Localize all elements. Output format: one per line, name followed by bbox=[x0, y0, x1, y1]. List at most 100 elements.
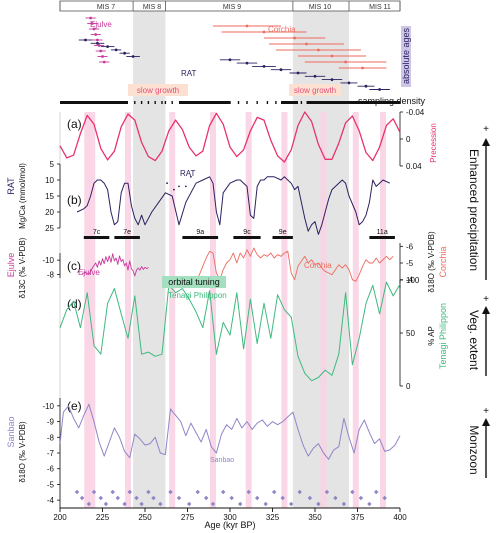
sanbao-axis-ticklabel-0: -4 bbox=[47, 496, 55, 505]
rat-age-6 bbox=[228, 58, 232, 62]
sanbao-date-27 bbox=[272, 489, 277, 495]
tenagi-axis-label: Tenagi Philippon bbox=[438, 303, 448, 369]
ejulve-age-4 bbox=[96, 38, 99, 42]
sanbao-date-32 bbox=[316, 501, 321, 507]
sampling-dot-12 bbox=[275, 101, 277, 104]
rat-axis-label: RAT bbox=[6, 177, 16, 195]
sanbao-date-17 bbox=[187, 501, 192, 507]
sanbao-date-39 bbox=[374, 489, 379, 495]
corchia-axis-ticklabel-2: -6 bbox=[406, 242, 414, 251]
rat-age-9 bbox=[279, 68, 283, 72]
sampling-dense-1 bbox=[179, 101, 230, 104]
corchia-inline-label: Corchia bbox=[304, 261, 332, 270]
sampling-dot-3 bbox=[154, 101, 156, 104]
rat-age-14 bbox=[364, 84, 368, 88]
sanbao-date-38 bbox=[367, 501, 372, 507]
sanbao-axis-ticklabel-4: -8 bbox=[47, 433, 55, 442]
tenagi-inline-label: Tenagi Philippon bbox=[168, 291, 227, 300]
sanbao-date-26 bbox=[263, 501, 268, 507]
x-axis: 200 225 250 275 300 325 350 375 400 bbox=[53, 112, 407, 522]
arrowhead-monzoon bbox=[482, 418, 490, 426]
sampling-dot-7 bbox=[229, 101, 231, 104]
sanbao-date-20 bbox=[210, 501, 216, 507]
panel-c-label: (c) bbox=[67, 259, 81, 273]
sanbao-date-35 bbox=[341, 501, 347, 507]
monzoon-label: Monzoon bbox=[467, 425, 481, 474]
insolation-band-1 bbox=[89, 112, 96, 508]
sanbao-date-22 bbox=[229, 495, 234, 501]
corchia-axis-ticklabel-1: -5 bbox=[406, 259, 414, 268]
sanbao-date-8 bbox=[122, 501, 127, 507]
ejulve-d13c-line bbox=[81, 253, 149, 277]
corchia-age-1 bbox=[262, 30, 266, 34]
rat-inline-label: RAT bbox=[180, 169, 196, 178]
rat-age-1 bbox=[96, 41, 99, 45]
insolation-band-4 bbox=[210, 112, 216, 508]
rat-mgca-line bbox=[76, 176, 391, 235]
x-ticklabel-8: 400 bbox=[393, 513, 407, 522]
rat-age-0 bbox=[84, 38, 87, 42]
mis-10-label: MIS 10 bbox=[309, 4, 331, 11]
sanbao-date-16 bbox=[176, 495, 182, 501]
sanbao-axis-ticklabel-1: -5 bbox=[47, 480, 55, 489]
slow-growth-box-2 bbox=[289, 84, 341, 96]
x-ticklabel-7: 375 bbox=[351, 513, 365, 522]
mgca-axis-ticklabel-0: 5 bbox=[50, 160, 55, 169]
mgca-axis-ticklabel-4: 25 bbox=[45, 224, 54, 233]
sampling-dot-11 bbox=[266, 101, 269, 104]
x-axis-label: Age (kyr BP) bbox=[204, 520, 255, 530]
ejulve-age-6 bbox=[99, 49, 103, 53]
rat-age-2 bbox=[106, 45, 109, 48]
precession-axis-ticklabel-1: 0 bbox=[406, 135, 411, 144]
sampling-dot-4 bbox=[161, 101, 163, 104]
sampling-dot-8 bbox=[237, 101, 240, 104]
sanbao-date-1 bbox=[79, 495, 85, 501]
mis-bar: MIS 7 MIS 8 MIS 9 MIS 10 MIS 11 bbox=[59, 0, 401, 12]
insolation-band-9 bbox=[380, 112, 386, 508]
plus-precipitation: + bbox=[483, 124, 489, 135]
corchia-axis-ticklabel-0: -4 bbox=[406, 276, 414, 285]
sampling-dense-2 bbox=[281, 101, 298, 104]
sanbao-date-36 bbox=[350, 489, 355, 495]
right-side-indicators: + Enhanced precipitation + Veg. extent +… bbox=[467, 124, 490, 478]
arrowhead-veg bbox=[482, 306, 490, 314]
sampling-dot-9 bbox=[246, 101, 248, 104]
precession-axis-ticklabel-0: -0.04 bbox=[406, 108, 425, 117]
x-ticklabel-4: 300 bbox=[223, 513, 237, 522]
rat-age-11 bbox=[313, 74, 317, 78]
sanbao-date-10 bbox=[134, 495, 139, 501]
sanbao-date-40 bbox=[382, 495, 387, 501]
sanbao-date-4 bbox=[98, 495, 103, 501]
substage-bars: 7c 7e 9a 9c 9e 11a bbox=[83, 229, 395, 239]
sanbao-date-13 bbox=[151, 495, 156, 501]
sanbao-date-3 bbox=[91, 489, 97, 495]
sampling-dot-0 bbox=[134, 101, 136, 104]
mgca-axis-label: Mg/Ca (mmol/mol) bbox=[18, 163, 27, 229]
precession-line bbox=[59, 111, 401, 163]
rat-age-10 bbox=[296, 71, 300, 75]
sanbao-axis-ticklabel-3: -7 bbox=[47, 449, 55, 458]
sanbao-date-31 bbox=[307, 495, 313, 501]
panel-e-label: (e) bbox=[67, 399, 82, 413]
sanbao-d18o-axis-label: δ18O (‰ V-PDB) bbox=[18, 421, 27, 483]
sanbao-date-14 bbox=[158, 501, 163, 507]
ejulve-age-8 bbox=[102, 60, 106, 64]
corchia-d18o-line bbox=[195, 247, 394, 282]
mgca-axis-ticklabel-1: 10 bbox=[45, 176, 54, 185]
insolation-band-0 bbox=[84, 112, 91, 508]
rat-age-4 bbox=[123, 51, 126, 55]
sanbao-date-29 bbox=[289, 501, 294, 507]
sampling-dot-2 bbox=[147, 101, 150, 104]
tenagi-ap-line bbox=[59, 281, 401, 382]
rat-age-15 bbox=[378, 88, 381, 91]
rat-age-5 bbox=[131, 55, 135, 58]
ejulve-age-1 bbox=[90, 22, 94, 25]
x-ticklabel-3: 275 bbox=[181, 513, 195, 522]
rat-ages-label: RAT bbox=[181, 69, 197, 78]
plus-veg: + bbox=[483, 294, 489, 305]
sanbao-date-19 bbox=[204, 495, 209, 501]
rat-point-0 bbox=[166, 182, 169, 185]
substage-bar-2 bbox=[182, 236, 219, 239]
sanbao-date-18 bbox=[195, 489, 200, 495]
